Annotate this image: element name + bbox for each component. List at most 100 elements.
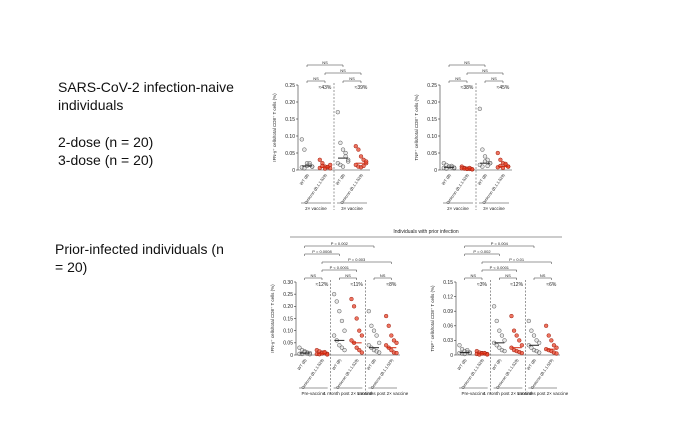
comparison-label: P = 0.002 bbox=[473, 249, 491, 254]
data-point bbox=[357, 328, 362, 333]
data-point bbox=[307, 161, 312, 166]
fold-label: ≈11% bbox=[350, 282, 363, 288]
data-point bbox=[494, 318, 499, 324]
data-point bbox=[503, 161, 508, 167]
data-point bbox=[342, 328, 347, 333]
fold-label: ≈3% bbox=[477, 282, 488, 288]
data-point bbox=[331, 292, 337, 297]
y-tick-label: 0.03 bbox=[443, 338, 453, 344]
y-axis-label: IFN-γ⁺ cells/total CD8⁺ T cells (%) bbox=[272, 93, 277, 162]
comparison-bracket bbox=[481, 261, 552, 264]
fold-label: ≈8% bbox=[386, 282, 397, 288]
y-axis-label: IFN-γ⁺ cells/total CD8⁺ T cells (%) bbox=[270, 284, 275, 353]
y-tick-label: 0.25 bbox=[427, 83, 437, 89]
data-point bbox=[391, 338, 397, 343]
y-tick-label: 0.10 bbox=[427, 134, 437, 140]
data-point bbox=[457, 343, 462, 348]
data-point bbox=[349, 338, 354, 343]
data-point bbox=[354, 316, 359, 321]
y-tick-label: 0.15 bbox=[443, 280, 453, 286]
data-point bbox=[340, 147, 346, 152]
data-point bbox=[343, 150, 348, 156]
data-point bbox=[497, 328, 502, 333]
comparison-label: NS bbox=[349, 76, 355, 81]
data-point bbox=[511, 328, 517, 333]
data-point bbox=[491, 304, 497, 309]
data-point bbox=[549, 338, 554, 343]
comparison-bracket bbox=[499, 277, 517, 280]
data-point bbox=[494, 343, 499, 348]
fold-label: ≈43% bbox=[319, 85, 332, 91]
data-point bbox=[349, 296, 354, 302]
data-point bbox=[546, 333, 551, 338]
data-point bbox=[482, 154, 488, 159]
comparison-bracket bbox=[324, 72, 362, 75]
group-label: 2× vaccine bbox=[447, 206, 469, 211]
data-point bbox=[509, 313, 514, 319]
comparison-bracket bbox=[304, 245, 375, 248]
data-point bbox=[357, 347, 362, 353]
comparison-label: NS bbox=[471, 273, 477, 278]
comparison-label: P < 0.0001 bbox=[490, 265, 510, 270]
comparison-bracket bbox=[484, 80, 504, 83]
comparison-bracket bbox=[448, 64, 486, 67]
comparison-bracket bbox=[481, 269, 517, 272]
data-point bbox=[517, 338, 522, 343]
data-point bbox=[353, 144, 358, 149]
data-point bbox=[485, 163, 490, 169]
comparison-label: NS bbox=[491, 76, 497, 81]
data-point bbox=[529, 328, 534, 333]
data-point bbox=[354, 345, 359, 350]
data-point bbox=[337, 309, 342, 314]
group-label: 3 months post 2× vaccine bbox=[517, 391, 569, 396]
data-point bbox=[358, 154, 364, 159]
y-tick-label: 0 bbox=[434, 168, 437, 174]
data-point bbox=[346, 159, 351, 164]
comparison-label: NS bbox=[540, 273, 546, 278]
data-point bbox=[526, 318, 531, 324]
x-tick-label: WT (B) bbox=[331, 357, 343, 371]
data-point bbox=[377, 340, 382, 345]
fold-label: ≈39% bbox=[355, 85, 368, 91]
group-label: 3 months post 2× vaccine bbox=[357, 391, 409, 396]
y-tick-label: 0.30 bbox=[283, 280, 293, 286]
fold-label: ≈45% bbox=[497, 85, 510, 91]
data-point bbox=[361, 163, 366, 169]
comparison-bracket bbox=[339, 277, 357, 280]
comparison-label: P = 0.01 bbox=[509, 257, 525, 262]
x-tick-label: WT (B) bbox=[296, 357, 308, 371]
comparison-label: P = 0.002 bbox=[331, 241, 349, 246]
data-point bbox=[386, 323, 391, 328]
y-tick-label: 0.10 bbox=[285, 134, 295, 140]
data-point bbox=[371, 328, 377, 333]
comparison-label: P = 0.0008 bbox=[312, 249, 332, 254]
y-tick-label: 0.25 bbox=[283, 292, 293, 298]
y-tick-label: 0.12 bbox=[443, 294, 453, 300]
y-tick-label: 0.20 bbox=[427, 100, 437, 106]
y-tick-label: 0.15 bbox=[427, 117, 437, 123]
data-point bbox=[531, 333, 537, 338]
data-point bbox=[495, 150, 500, 156]
data-point bbox=[383, 343, 389, 348]
comparison-label: NS bbox=[455, 76, 461, 81]
data-point bbox=[514, 333, 519, 338]
data-point bbox=[374, 333, 379, 338]
comparison-label: NS bbox=[313, 76, 319, 81]
data-point bbox=[356, 147, 361, 152]
dose-2-label: 2-dose (n = 20) bbox=[58, 134, 154, 150]
comparison-label: P = 0.003 bbox=[348, 257, 366, 262]
comparison-label: NS bbox=[464, 60, 470, 65]
comparison-label: NS bbox=[322, 60, 328, 65]
data-point bbox=[534, 338, 539, 343]
x-tick-label: WT (B) bbox=[298, 172, 310, 186]
data-point bbox=[299, 137, 304, 142]
data-point bbox=[351, 304, 357, 309]
x-tick-label: WT (B) bbox=[456, 357, 468, 371]
comparison-label: P < 0.0001 bbox=[330, 265, 350, 270]
comparison-label: NS bbox=[345, 273, 351, 278]
comparison-bracket bbox=[306, 80, 326, 83]
y-axis-label: TNF⁺ cells/total CD8⁺ T cells (%) bbox=[414, 94, 419, 161]
group-label: 3× vaccine bbox=[341, 206, 363, 211]
y-tick-label: 0.05 bbox=[285, 151, 295, 157]
